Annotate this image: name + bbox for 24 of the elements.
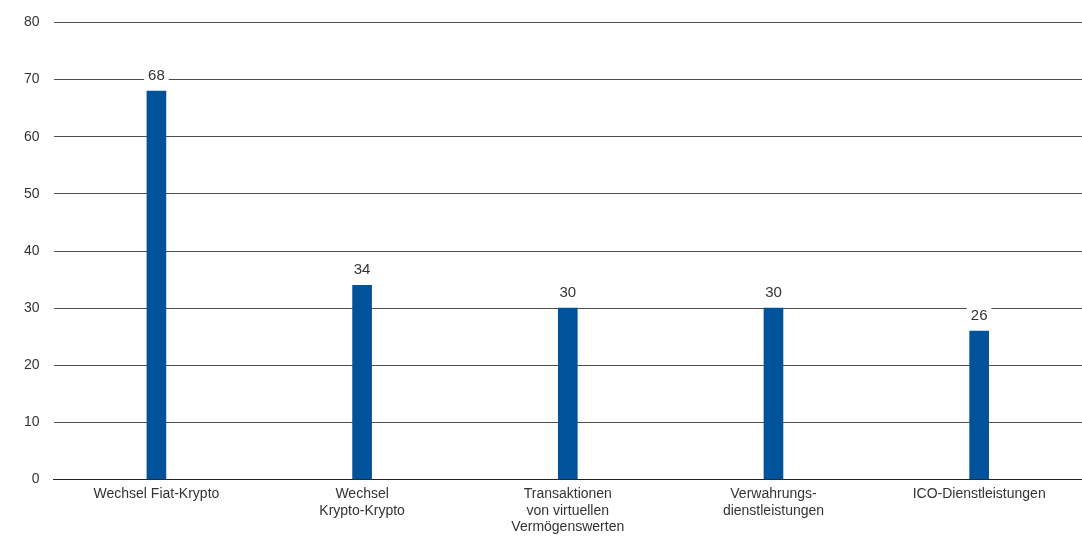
bar xyxy=(352,284,372,480)
bar xyxy=(969,330,989,480)
data-label: 26 xyxy=(970,305,988,323)
x-tick-label: Wechsel Krypto-Krypto xyxy=(319,484,406,518)
x-tick-label: ICO-Dienstleistungen xyxy=(912,484,1046,501)
bar xyxy=(146,90,167,480)
y-tick-label: 70 xyxy=(23,70,40,87)
y-tick-label: 80 xyxy=(23,13,40,30)
y-tick-label: 50 xyxy=(23,184,40,201)
data-label: 68 xyxy=(148,65,165,83)
y-tick-label: 60 xyxy=(23,127,40,144)
data-label: 30 xyxy=(765,282,782,300)
data-label: 34 xyxy=(353,259,371,277)
bar xyxy=(763,307,784,480)
y-tick-label: 10 xyxy=(23,413,40,430)
x-tick-label: Verwahrungs- dienstleistungen xyxy=(722,484,825,518)
y-tick-label: 40 xyxy=(23,241,40,258)
x-tick-label: Transaktionen von virtuellen Vermögenswerten xyxy=(511,484,625,535)
bar xyxy=(557,307,578,480)
y-tick-label: 20 xyxy=(23,356,40,373)
y-tick-label: 30 xyxy=(23,299,40,316)
y-tick-label: 0 xyxy=(31,470,40,487)
x-tick-label: Wechsel Fiat-Krypto xyxy=(93,484,220,501)
data-label: 30 xyxy=(559,282,577,300)
